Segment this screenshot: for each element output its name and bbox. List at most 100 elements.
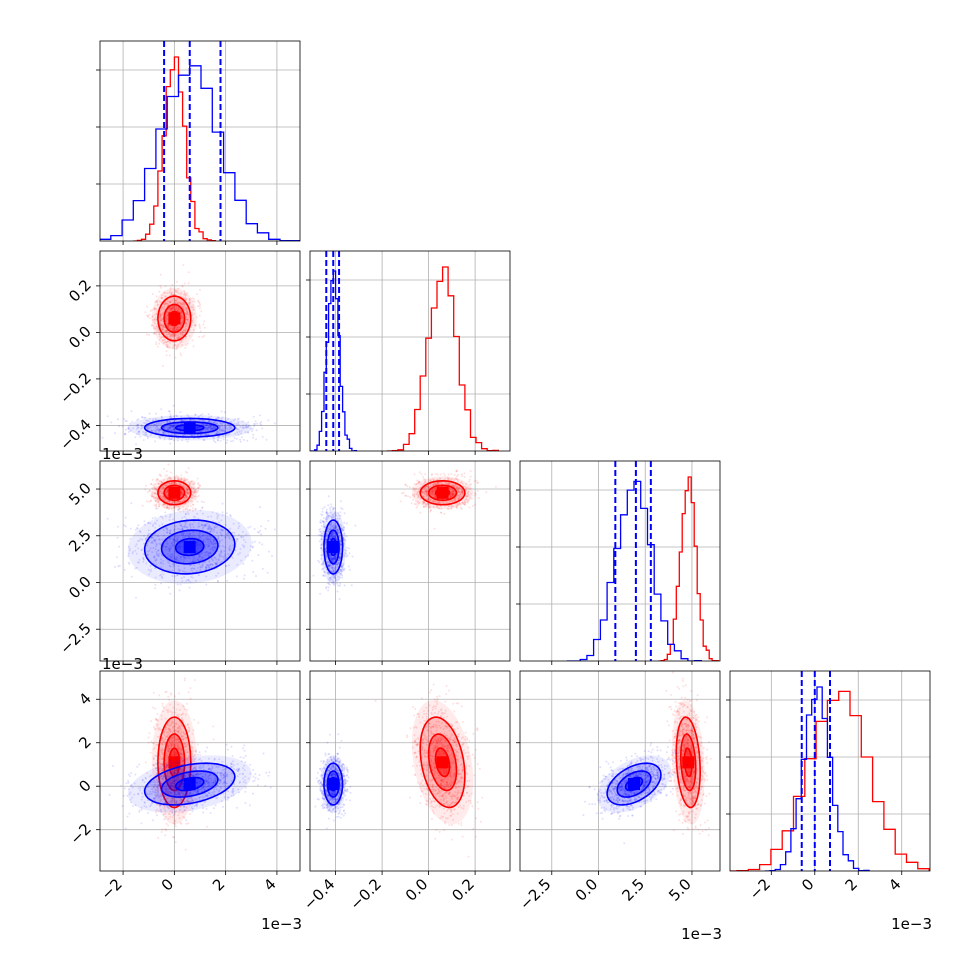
sample-point [220, 519, 223, 522]
sample-point [152, 547, 155, 549]
sample-point [146, 427, 149, 430]
sample-point [168, 482, 171, 485]
sample-point [183, 486, 186, 489]
sample-point [223, 425, 226, 428]
sample-point [206, 551, 209, 553]
sample-point [177, 545, 180, 548]
sample-point [457, 488, 460, 491]
sample-point [129, 547, 131, 550]
sample-point [201, 562, 204, 565]
sample-point [423, 502, 425, 504]
sample-point [171, 501, 174, 504]
sample-point [185, 335, 188, 338]
sample-point [215, 558, 218, 561]
sample-point [249, 525, 252, 528]
sample-point [174, 327, 177, 330]
density-peak [183, 421, 196, 434]
sample-point [197, 574, 200, 577]
sample-point [173, 439, 175, 442]
sample-point [319, 533, 322, 536]
sample-point [213, 526, 216, 529]
sample-point [188, 482, 191, 484]
sample-point [330, 566, 333, 569]
sample-point [416, 492, 419, 494]
sample-point [181, 580, 184, 583]
sample-point [165, 295, 168, 298]
sample-point [154, 559, 157, 562]
sample-point [174, 482, 176, 485]
sample-point [329, 515, 331, 517]
sample-point [422, 502, 425, 505]
sample-point [151, 429, 153, 432]
sample-point [460, 489, 463, 492]
sample-point [184, 329, 186, 332]
sample-point [212, 425, 215, 428]
sample-point [136, 419, 139, 422]
sample-point [429, 485, 432, 488]
sample-point [182, 555, 185, 558]
sample-point [339, 514, 342, 517]
sample-point [452, 485, 455, 487]
sample-point [168, 477, 171, 479]
sample-point [457, 498, 460, 501]
sample-point [173, 343, 176, 346]
sample-point [161, 313, 164, 316]
sample-point [157, 482, 160, 485]
sample-point [458, 494, 460, 497]
sample-point [329, 508, 332, 511]
sample-point [178, 426, 181, 429]
sample-point [174, 559, 177, 562]
sample-point [159, 319, 162, 322]
sample-point [156, 299, 159, 302]
sample-point [172, 328, 175, 331]
sample-point [169, 565, 172, 568]
panel-content [106, 463, 276, 599]
sample-point [331, 516, 334, 519]
sample-point [345, 552, 347, 555]
sample-point [170, 293, 172, 296]
sample-point [328, 565, 331, 568]
sample-point [181, 536, 184, 539]
sample-point [231, 557, 234, 559]
sample-point [192, 300, 195, 303]
sample-point [178, 482, 181, 485]
sample-point [176, 504, 179, 507]
sample-point [177, 327, 180, 330]
sample-point [334, 511, 337, 514]
sample-point [166, 561, 169, 564]
sample-point [451, 490, 454, 493]
sample-point [187, 501, 190, 504]
sample-point [170, 426, 173, 429]
sample-point [182, 329, 185, 332]
sample-point [169, 555, 172, 558]
sample-point [324, 548, 327, 551]
sample-point [216, 563, 218, 566]
sample-point [164, 315, 167, 318]
sample-point [147, 568, 150, 571]
sample-point [176, 478, 179, 481]
sample-point [336, 564, 339, 567]
sample-point [418, 480, 420, 483]
sample-point [168, 410, 171, 413]
sample-point [159, 312, 162, 315]
sample-point [216, 432, 219, 435]
sample-point [209, 538, 212, 541]
sample-point [144, 488, 147, 491]
sample-point [166, 314, 169, 317]
sample-point [182, 534, 185, 537]
sample-point [162, 503, 165, 506]
sample-point [448, 495, 451, 498]
sample-point [204, 525, 207, 527]
sample-point [149, 499, 152, 502]
sample-point [169, 532, 172, 535]
sample-point [162, 496, 165, 499]
sample-point [152, 536, 155, 539]
sample-point [180, 474, 183, 477]
sample-point [195, 425, 198, 428]
sample-point [426, 498, 429, 501]
sample-point [159, 515, 162, 518]
sample-point [219, 422, 222, 425]
sample-point [199, 434, 202, 437]
sample-point [228, 426, 231, 429]
sample-point [165, 330, 168, 333]
